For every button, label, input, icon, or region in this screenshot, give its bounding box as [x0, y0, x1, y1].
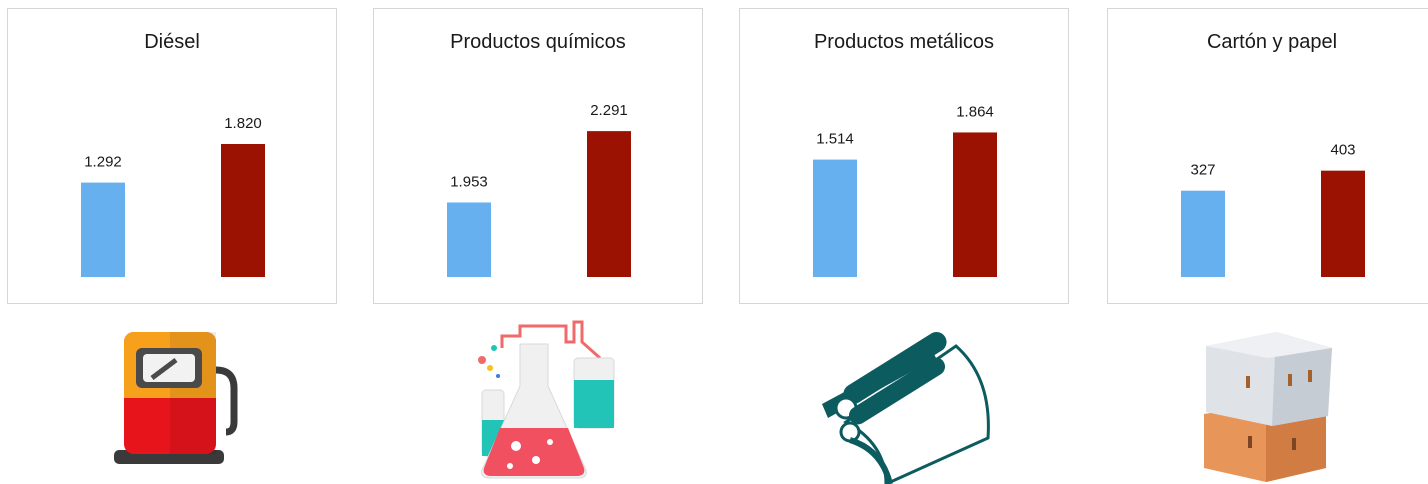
chemistry-flasks-icon	[450, 318, 650, 484]
fuel-pump-icon	[72, 318, 272, 484]
bar-b	[1321, 170, 1365, 277]
data-label: 403	[1330, 142, 1355, 159]
data-label: 1.864	[956, 103, 994, 120]
bar-a	[1181, 190, 1225, 277]
bar-chart-carton: 327 403	[1181, 142, 1365, 277]
chart-panel-metalicos: Productos metálicos 1.514 1.864	[739, 8, 1069, 304]
bar-b	[221, 144, 265, 277]
chart-title: Productos químicos	[450, 31, 626, 53]
data-label: 1.292	[84, 154, 122, 171]
chart-title: Productos metálicos	[813, 31, 995, 53]
bar-chart-metalicos: 1.514 1.864	[813, 103, 997, 277]
chart-title: Cartón y papel	[1206, 31, 1338, 53]
bar-chart-quimicos: 1.953 2.291	[447, 102, 631, 277]
bar-a	[447, 202, 491, 277]
bar-a	[81, 182, 125, 277]
bar-b	[953, 132, 997, 277]
cardboard-boxes-icon	[1176, 318, 1376, 484]
metal-rolls-icon	[806, 318, 1006, 484]
chart-panel-carton: Cartón y papel 327 403	[1107, 8, 1428, 304]
bar-a	[813, 159, 857, 277]
bar-chart-diesel: 1.292 1.820	[81, 115, 265, 277]
data-label: 1.953	[450, 173, 488, 190]
chart-panel-diesel: Diésel 1.292 1.820	[7, 8, 337, 304]
data-label: 1.820	[224, 115, 262, 132]
data-label: 2.291	[590, 102, 628, 119]
bar-b	[587, 131, 631, 277]
chart-panel-quimicos: Productos químicos 1.953 2.291	[373, 8, 703, 304]
data-label: 327	[1190, 162, 1215, 179]
chart-title: Diésel	[144, 31, 200, 53]
data-label: 1.514	[816, 131, 854, 148]
